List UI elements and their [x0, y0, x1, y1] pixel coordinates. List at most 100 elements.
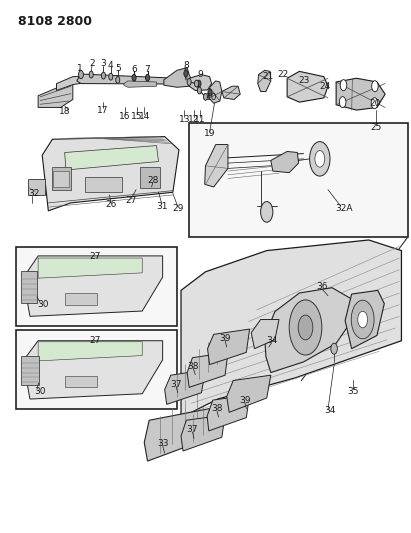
Ellipse shape [109, 73, 113, 80]
Polygon shape [164, 68, 191, 87]
Text: 30: 30 [38, 300, 49, 309]
Text: 16: 16 [119, 112, 130, 121]
Text: 32A: 32A [335, 204, 353, 213]
Text: 15: 15 [131, 112, 143, 121]
Text: 26: 26 [105, 200, 116, 209]
Text: 39: 39 [219, 334, 231, 343]
Polygon shape [165, 370, 206, 405]
Text: 22: 22 [277, 70, 289, 79]
Ellipse shape [208, 89, 212, 96]
Text: 11: 11 [194, 115, 206, 124]
Polygon shape [38, 342, 142, 361]
Polygon shape [345, 290, 384, 349]
Polygon shape [189, 75, 212, 91]
Text: 1: 1 [77, 64, 83, 72]
Text: 5: 5 [115, 64, 120, 72]
Text: 37: 37 [170, 379, 182, 389]
Bar [16, 330, 177, 409]
Polygon shape [205, 144, 228, 187]
Ellipse shape [197, 80, 201, 87]
Bar [21, 356, 39, 385]
Text: 25: 25 [370, 123, 382, 132]
Text: 33: 33 [157, 439, 169, 448]
Ellipse shape [339, 96, 346, 108]
Ellipse shape [187, 78, 191, 85]
Text: 17: 17 [97, 106, 109, 115]
Text: 14: 14 [139, 112, 150, 121]
Bar [21, 271, 37, 303]
Text: 34: 34 [266, 336, 277, 345]
Ellipse shape [358, 311, 367, 328]
Ellipse shape [351, 300, 374, 339]
Polygon shape [222, 86, 240, 100]
Polygon shape [42, 136, 179, 211]
Text: 38: 38 [187, 362, 199, 370]
Polygon shape [208, 329, 249, 365]
Text: 12: 12 [188, 115, 200, 124]
Text: 27: 27 [125, 196, 137, 205]
Text: 36: 36 [316, 282, 328, 291]
Polygon shape [187, 352, 228, 387]
Ellipse shape [261, 201, 273, 222]
Ellipse shape [289, 300, 322, 355]
Ellipse shape [194, 80, 199, 87]
Polygon shape [77, 74, 189, 84]
Text: 34: 34 [324, 406, 336, 415]
Bar [65, 376, 97, 387]
Polygon shape [336, 78, 385, 110]
Ellipse shape [197, 87, 201, 94]
Ellipse shape [372, 80, 378, 92]
Bar [16, 247, 177, 326]
Bar [28, 179, 45, 195]
Polygon shape [181, 240, 402, 418]
Text: 18: 18 [59, 107, 70, 116]
Bar [52, 167, 71, 190]
Text: 32: 32 [28, 189, 39, 198]
Polygon shape [251, 319, 279, 349]
Polygon shape [287, 71, 328, 102]
Text: 27: 27 [90, 336, 101, 345]
Polygon shape [144, 409, 210, 461]
Text: 21: 21 [262, 72, 273, 81]
Polygon shape [38, 81, 73, 108]
Ellipse shape [115, 76, 120, 83]
Text: 23: 23 [299, 76, 310, 85]
Bar [85, 177, 122, 192]
Text: 38: 38 [211, 404, 223, 413]
Ellipse shape [331, 343, 337, 354]
Text: 9: 9 [198, 70, 203, 79]
Polygon shape [209, 81, 222, 103]
Text: 13: 13 [178, 115, 190, 124]
Text: 6: 6 [131, 64, 137, 74]
Ellipse shape [340, 79, 347, 91]
Polygon shape [38, 258, 142, 278]
Text: 30: 30 [35, 387, 46, 396]
Bar [140, 167, 160, 188]
Ellipse shape [102, 72, 106, 79]
Bar [53, 171, 69, 188]
Polygon shape [207, 395, 249, 431]
Polygon shape [265, 288, 353, 373]
Ellipse shape [371, 98, 378, 109]
Text: 37: 37 [187, 425, 198, 434]
Text: 20: 20 [369, 99, 381, 108]
Ellipse shape [89, 71, 93, 78]
Ellipse shape [132, 74, 136, 81]
Text: 24: 24 [319, 82, 331, 91]
Polygon shape [56, 76, 89, 91]
Text: 7: 7 [145, 64, 150, 74]
Ellipse shape [203, 93, 208, 100]
Text: 8: 8 [183, 61, 189, 69]
Text: 35: 35 [348, 386, 359, 395]
Text: 27: 27 [90, 253, 101, 262]
Ellipse shape [79, 70, 83, 79]
Polygon shape [181, 415, 225, 451]
Polygon shape [65, 146, 159, 170]
Polygon shape [23, 256, 163, 317]
Ellipse shape [309, 142, 330, 176]
Text: 28: 28 [147, 175, 159, 184]
Polygon shape [124, 81, 157, 87]
Bar [65, 293, 97, 305]
Polygon shape [23, 341, 163, 399]
Polygon shape [227, 375, 271, 413]
